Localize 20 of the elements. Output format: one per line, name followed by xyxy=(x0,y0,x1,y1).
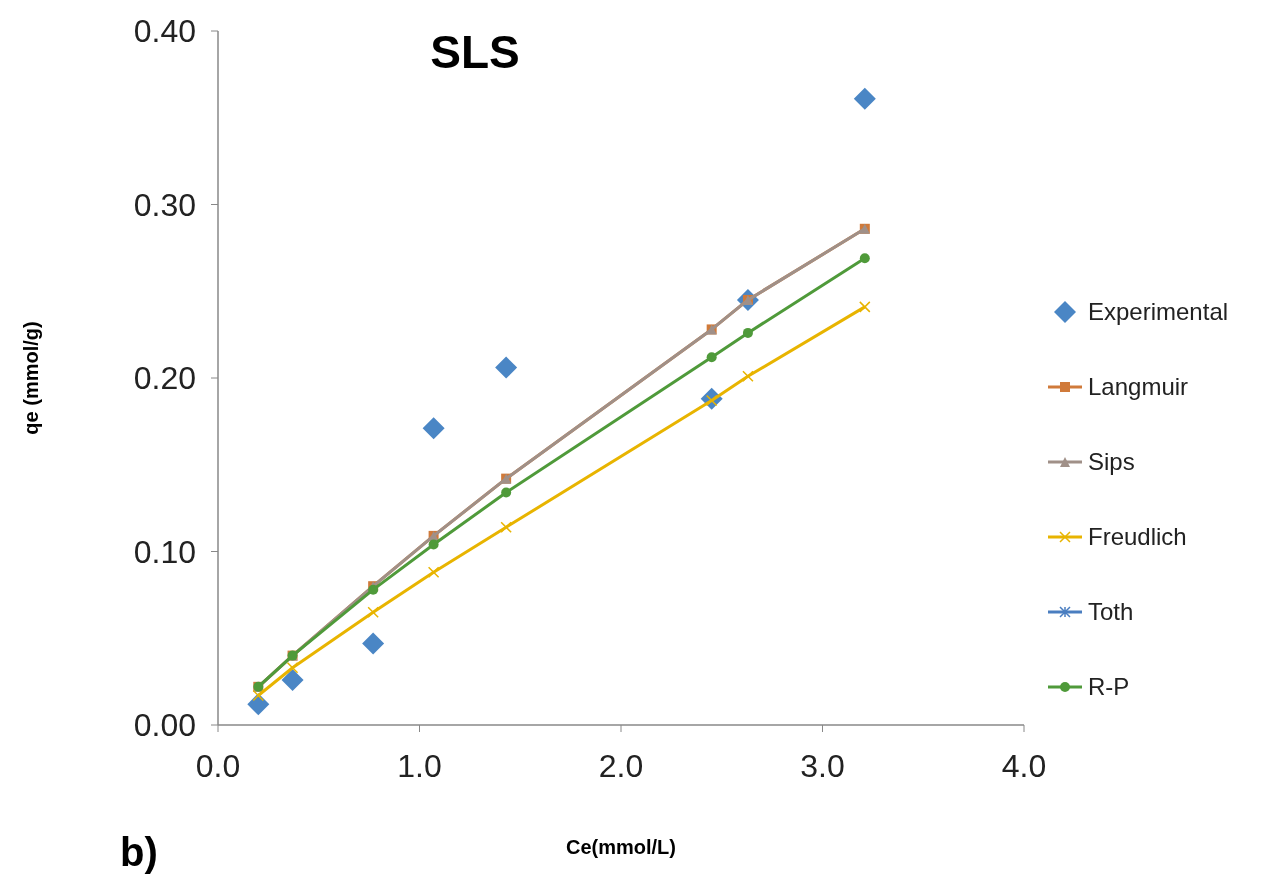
legend-label: Langmuir xyxy=(1088,373,1189,401)
x-tick-label: 3.0 xyxy=(800,748,845,784)
x-tick-label: 4.0 xyxy=(1001,748,1047,784)
legend-label: Freudlich xyxy=(1088,523,1187,551)
legend-label: Experimental xyxy=(1088,298,1229,326)
x-tick-label: 2.0 xyxy=(598,748,644,784)
legend-label: Toth xyxy=(1088,598,1134,626)
text: b) xyxy=(120,830,158,874)
x-axis-title: Ce(mmol/L) xyxy=(566,836,676,858)
x-tick-label: 0.0 xyxy=(195,748,241,784)
chart-title: SLS xyxy=(430,26,520,78)
y-tick-label: 0.00 xyxy=(133,707,196,744)
y-tick-label: 0.10 xyxy=(133,533,196,570)
y-axis-title: qe (mmol/g) xyxy=(20,321,42,435)
y-tick-label: 0.40 xyxy=(133,13,196,50)
x-tick-label: 1.0 xyxy=(397,748,442,784)
legend-label: Sips xyxy=(1088,448,1135,476)
legend-label: R-P xyxy=(1088,673,1130,701)
y-tick-label: 0.20 xyxy=(133,360,196,397)
y-tick-label: 0.30 xyxy=(133,186,196,223)
